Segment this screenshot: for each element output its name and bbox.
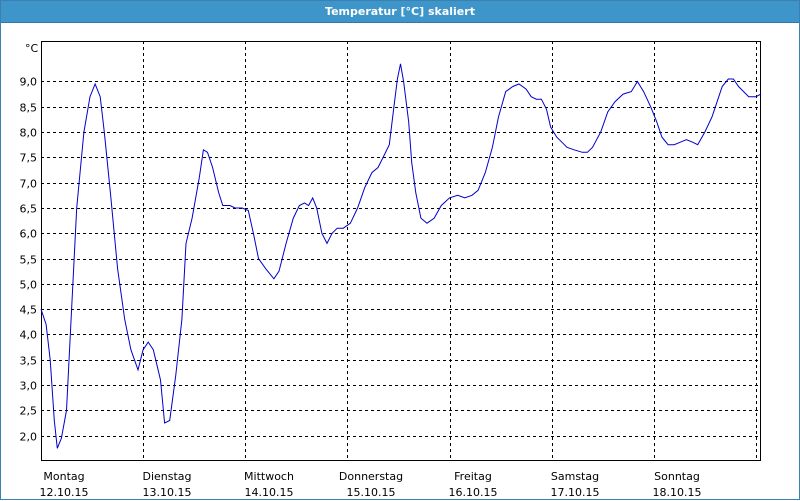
y-tick-label: 4,5 — [20, 304, 38, 317]
y-tick-label: 5,5 — [20, 254, 38, 267]
y-tick-label: 3,5 — [20, 355, 38, 368]
temperature-series-line — [40, 63, 762, 449]
x-tick-day: Montag — [43, 470, 84, 483]
x-tick-date: 18.10.15 — [653, 486, 702, 499]
x-tick-date: 12.10.15 — [40, 486, 89, 499]
y-tick-label: 2,5 — [20, 405, 38, 418]
y-tick-label: 2,0 — [20, 431, 38, 444]
y-tick-label: 8,0 — [20, 127, 38, 140]
y-tick-label: 6,5 — [20, 203, 38, 216]
y-tick-label: 7,5 — [20, 152, 38, 165]
y-tick-label: 4,0 — [20, 329, 38, 342]
x-tick-day: Sonntag — [654, 470, 700, 483]
x-tick-day: Donnerstag — [339, 470, 403, 483]
y-tick-label: 7,0 — [20, 178, 38, 191]
x-tick-day: Samstag — [551, 470, 599, 483]
y-tick-label: 3,0 — [20, 380, 38, 393]
x-tick-day: Mittwoch — [244, 470, 294, 483]
x-tick-day: Dienstag — [142, 470, 191, 483]
y-tick-label: 5,0 — [20, 279, 38, 292]
window-title: Temperatur [°C] skaliert — [1, 1, 799, 23]
y-axis-label: °C — [25, 42, 39, 55]
y-tick-label: 9,0 — [20, 76, 38, 89]
x-tick-date: 13.10.15 — [143, 486, 192, 499]
x-tick-date: 15.10.15 — [347, 486, 396, 499]
x-tick-date: 17.10.15 — [551, 486, 600, 499]
y-tick-label: 8,5 — [20, 102, 38, 115]
x-tick-date: 16.10.15 — [449, 486, 498, 499]
grid-lines — [41, 41, 761, 461]
plot-frame — [41, 41, 761, 461]
x-axis-ticks: Montag 12.10.15 Dienstag 13.10.15 Mittwoch 14… — [40, 470, 702, 499]
x-tick-day: Freitag — [454, 470, 492, 483]
y-tick-label: 6,0 — [20, 228, 38, 241]
x-tick-date: 14.10.15 — [245, 486, 294, 499]
y-axis-ticks: 2,0 2,5 3,0 3,5 4,0 4,5 5,0 5,5 6,0 6,5 7,0 7,5 8,0 8… — [20, 76, 38, 444]
